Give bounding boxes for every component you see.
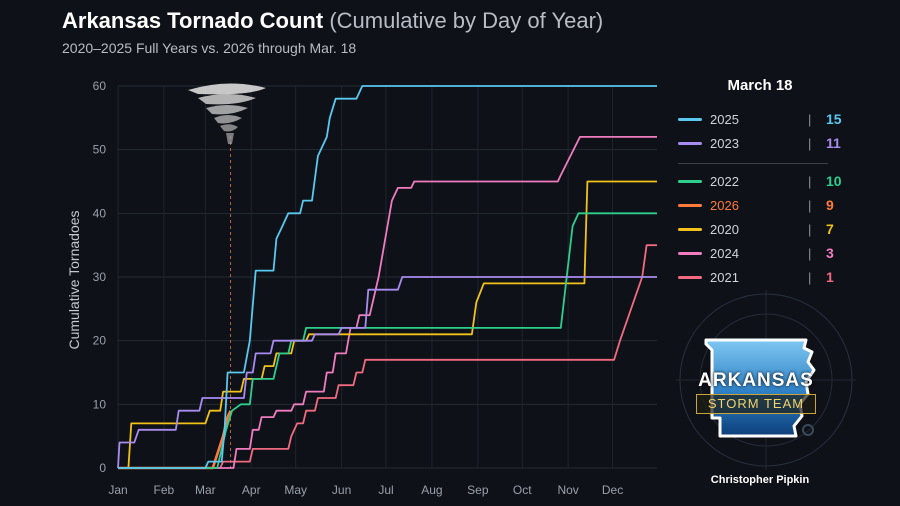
y-tick-label: 50 (93, 143, 107, 157)
legend-row-2024: 2024 | 3 (678, 244, 848, 264)
legend-row-2022: 2022 | 10 (678, 172, 848, 192)
tornado-icon (188, 83, 266, 144)
legend-year: 2021 (710, 270, 739, 285)
legend-year: 2025 (710, 112, 739, 127)
chart-title: Arkansas Tornado Count (Cumulative by Da… (62, 8, 603, 34)
legend-count: 10 (826, 173, 842, 189)
logo-text-storm-team: STORM TEAM (696, 394, 816, 414)
x-tick-label: Sep (467, 483, 489, 497)
y-tick-label: 10 (93, 397, 107, 411)
x-tick-label: Jul (378, 483, 393, 497)
legend-separator: | (808, 136, 812, 151)
y-axis-ticks: 0 10 20 30 40 50 60 (93, 79, 107, 475)
series-line-2021 (118, 244, 657, 469)
legend-swatch (678, 142, 702, 145)
legend-row-2026: 2026 | 9 (678, 196, 848, 216)
legend-year: 2024 (710, 246, 739, 261)
x-tick-label: Jan (108, 483, 127, 497)
legend-row-2023: 2023 | 11 (678, 134, 848, 154)
legend-count: 7 (826, 221, 834, 237)
legend-heading: March 18 (727, 77, 793, 94)
legend-year: 2022 (710, 174, 739, 189)
legend-year: 2026 (710, 198, 739, 213)
legend-row-2020: 2020 | 7 (678, 220, 848, 240)
legend-swatch (678, 204, 702, 207)
legend-swatch (678, 276, 702, 279)
legend-year: 2020 (710, 222, 739, 237)
legend-count: 9 (826, 197, 834, 213)
x-tick-label: Jun (332, 483, 351, 497)
y-tick-label: 0 (99, 461, 106, 475)
series-line-2025 (118, 85, 657, 469)
legend-count: 3 (826, 245, 834, 261)
y-tick-label: 30 (93, 270, 107, 284)
legend-swatch (678, 228, 702, 231)
y-axis-label: Cumulative Tornadoes (66, 210, 82, 349)
y-tick-label: 60 (93, 79, 107, 93)
x-tick-label: Oct (513, 483, 532, 497)
legend-separator: | (808, 174, 812, 189)
x-tick-label: Mar (195, 483, 216, 497)
legend-swatch (678, 252, 702, 255)
series-line-2024 (118, 135, 657, 469)
logo-text-arkansas: ARKANSAS (698, 370, 814, 391)
x-tick-label: Aug (421, 483, 442, 497)
legend-separator: | (808, 246, 812, 261)
legend-year: 2023 (710, 136, 739, 151)
x-tick-label: Nov (557, 483, 578, 497)
title-sub: (Cumulative by Day of Year) (329, 8, 604, 33)
legend-row-2021: 2021 | 1 (678, 268, 848, 288)
x-tick-label: Dec (602, 483, 623, 497)
legend-count: 1 (826, 269, 834, 285)
legend-swatch (678, 180, 702, 183)
title-main: Arkansas Tornado Count (62, 8, 324, 33)
legend-separator: | (808, 112, 812, 127)
chart-subtitle: 2020–2025 Full Years vs. 2026 through Ma… (62, 40, 357, 56)
x-axis-ticks: Jan Feb Mar Apr May Jun Jul Aug Sep Oct Nov Dec (108, 483, 623, 497)
legend-count: 15 (826, 111, 842, 127)
legend-separator: | (808, 222, 812, 237)
x-tick-label: Apr (242, 483, 261, 497)
legend-separator: | (808, 270, 812, 285)
legend-swatch (678, 118, 702, 121)
author-credit: Christopher Pipkin (710, 474, 810, 486)
x-tick-label: Feb (154, 483, 175, 497)
legend-count: 11 (826, 135, 841, 151)
y-tick-label: 20 (93, 334, 107, 348)
y-tick-label: 40 (93, 206, 107, 220)
series-line-2023 (117, 276, 657, 469)
legend-divider (678, 163, 828, 164)
legend-row-2025: 2025 | 15 (678, 110, 848, 130)
x-tick-label: May (284, 483, 307, 497)
series-line-2020 (118, 180, 657, 469)
series-lines (117, 85, 657, 470)
legend-separator: | (808, 198, 812, 213)
